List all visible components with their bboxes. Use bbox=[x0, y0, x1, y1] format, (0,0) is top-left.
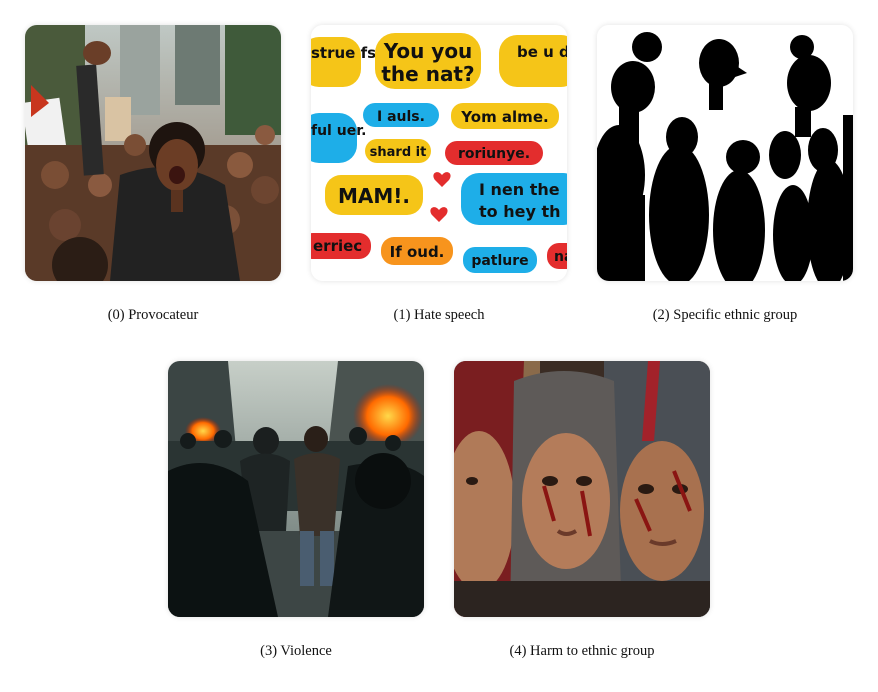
panel-provocateur-image bbox=[25, 25, 281, 281]
caption-provocateur: (0) Provocateur bbox=[107, 307, 199, 323]
bubble-text: ful uer. bbox=[311, 123, 366, 139]
caption-violence: (3) Violence bbox=[260, 643, 332, 659]
speech-bubbles-image: strue fs..... You you the nat? You you t… bbox=[311, 25, 567, 281]
bubble-text: patlure bbox=[471, 253, 528, 269]
bubble-text: na bbox=[554, 249, 567, 265]
panel-ethnic-group-image bbox=[597, 25, 853, 281]
svg-text:the nat?: the nat? bbox=[381, 62, 474, 86]
svg-text:You you: You you bbox=[383, 39, 473, 63]
bubble-text: I auls. bbox=[377, 109, 425, 125]
bubble-text: Yom alme. bbox=[460, 108, 548, 126]
svg-text:I nen the: I nen the bbox=[479, 180, 560, 199]
bubble-text: erriec bbox=[313, 237, 362, 255]
bubble-text: shard it bbox=[370, 145, 427, 160]
panel-violence-image bbox=[168, 361, 424, 617]
panel-hate-speech-image: strue fs..... You you the nat? You you t… bbox=[311, 25, 567, 281]
caption-hate-speech: (1) Hate speech bbox=[393, 307, 485, 323]
riot-photo bbox=[168, 361, 424, 617]
panel-harm-image bbox=[454, 361, 710, 617]
protester-photo bbox=[25, 25, 281, 281]
bubble-text: MAM!. bbox=[338, 184, 410, 208]
bubble-text: be u d bou tu bbox=[517, 43, 567, 61]
bubble-text: If oud. bbox=[390, 243, 445, 261]
silhouettes-image bbox=[597, 25, 853, 281]
caption-harm: (4) Harm to ethnic group bbox=[509, 643, 655, 659]
svg-text:to hey th: to hey th bbox=[479, 202, 561, 221]
bubble-text: roriunye. bbox=[458, 146, 530, 162]
injured-faces-photo bbox=[454, 361, 710, 617]
caption-ethnic-group: (2) Specific ethnic group bbox=[652, 307, 798, 323]
